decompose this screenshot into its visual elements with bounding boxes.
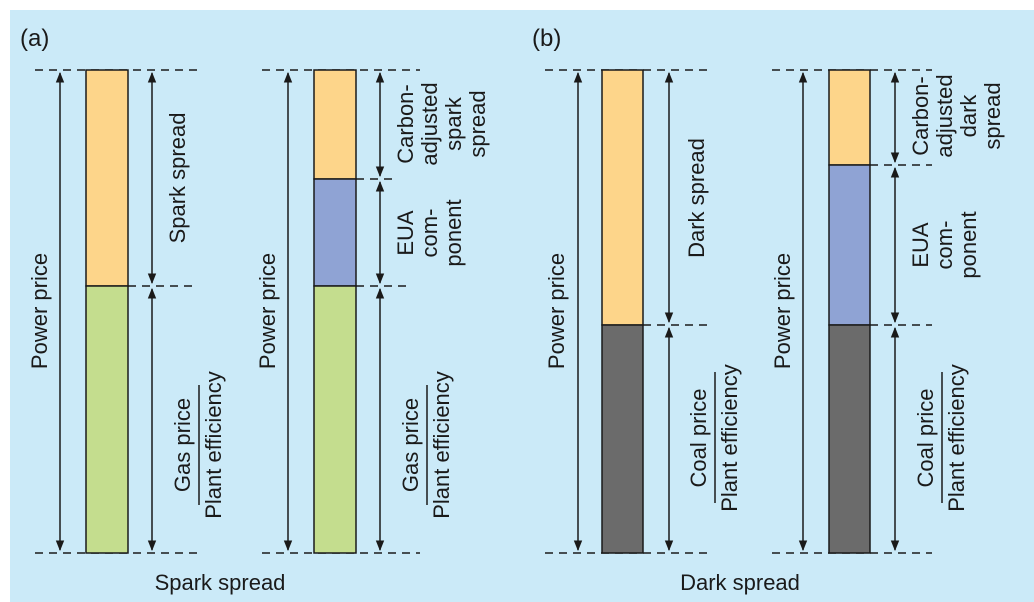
panel-b-arrows xyxy=(573,71,900,552)
panel-a-caption: Spark spread xyxy=(155,570,286,595)
panel-a-bar2-eua-line1: EUA xyxy=(393,210,418,256)
panel-a-bar2-eua-segment xyxy=(313,178,357,287)
panel-a-bar2-gas-segment xyxy=(313,285,357,554)
figure-background xyxy=(10,10,1034,602)
panel-a-bar2-eua-line3: ponent xyxy=(441,199,466,266)
panel-b-bar1-spread-label: Dark spread xyxy=(684,138,709,258)
panel-a-bar2-fuel-label: Gas price xyxy=(398,398,423,492)
panel-b-caption: Dark spread xyxy=(680,570,800,595)
panel-a-dashed-lines xyxy=(35,69,420,554)
panel-b-bar2-efficiency-label: Plant efficiency xyxy=(944,364,969,512)
panel-a-bar2-spread-line1: Carbon- xyxy=(393,84,418,163)
panel-b-bar2-fuel-label: Coal price xyxy=(913,388,938,487)
panel-a-bar2-eua-line2: com- xyxy=(417,209,442,258)
panel-a-label: (a) xyxy=(20,25,49,52)
panel-b: (b) Power price Dark spread Co xyxy=(532,25,1005,595)
panel-b-label: (b) xyxy=(532,25,561,52)
panel-a-bar2-spread-line3: spark xyxy=(441,96,466,151)
panel-b-bar2-power-label: Power price xyxy=(770,253,795,369)
panel-a-bar1-gas-segment xyxy=(85,285,129,554)
panel-b-bar2-eua-segment xyxy=(828,164,871,326)
panel-b-bar2-eua-line2: com- xyxy=(932,221,957,270)
panel-b-dashed-lines xyxy=(545,69,932,554)
panel-b-bar1-efficiency-label: Plant efficiency xyxy=(717,364,742,512)
panel-a-bar2-spread-line4: spread xyxy=(465,90,490,157)
panel-a-bar2-spread-line2: adjusted xyxy=(417,82,442,165)
panel-b-bar2-coal-segment xyxy=(828,324,871,554)
panel-b-bar1-coal-segment xyxy=(601,324,644,554)
panel-b-bar1-fuel-label: Coal price xyxy=(686,388,711,487)
panel-a: (a) Power price Spa xyxy=(20,25,490,595)
panel-a-bar2-spread-segment xyxy=(313,69,357,180)
panel-a-bar1-spread-label: Spark spread xyxy=(165,113,190,244)
panel-b-bar1-power-label: Power price xyxy=(544,253,569,369)
panel-b-bar1-spread-segment xyxy=(601,69,644,326)
panel-a-arrows xyxy=(55,71,385,552)
panel-a-bar2-efficiency-label: Plant efficiency xyxy=(429,371,454,519)
panel-a-bar1-efficiency-label: Plant efficiency xyxy=(201,371,226,519)
panel-b-bar2-spread-line2: adjusted xyxy=(932,74,957,157)
panel-a-bar1-spread-segment xyxy=(85,69,129,287)
panel-b-bar2-spread-line4: spread xyxy=(980,82,1005,149)
panel-b-bar2-spread-line3: dark xyxy=(956,94,981,138)
panel-b-bar2-spread-line1: Carbon- xyxy=(908,76,933,155)
panel-a-bar2-power-label: Power price xyxy=(255,253,280,369)
panel-a-bar1-power-label: Power price xyxy=(27,253,52,369)
panel-b-bar2-eua-line1: EUA xyxy=(908,222,933,268)
panel-b-bar2-eua-line3: ponent xyxy=(956,211,981,278)
panel-b-bar2-spread-segment xyxy=(828,69,871,166)
panel-a-bar1-fuel-label: Gas price xyxy=(170,398,195,492)
